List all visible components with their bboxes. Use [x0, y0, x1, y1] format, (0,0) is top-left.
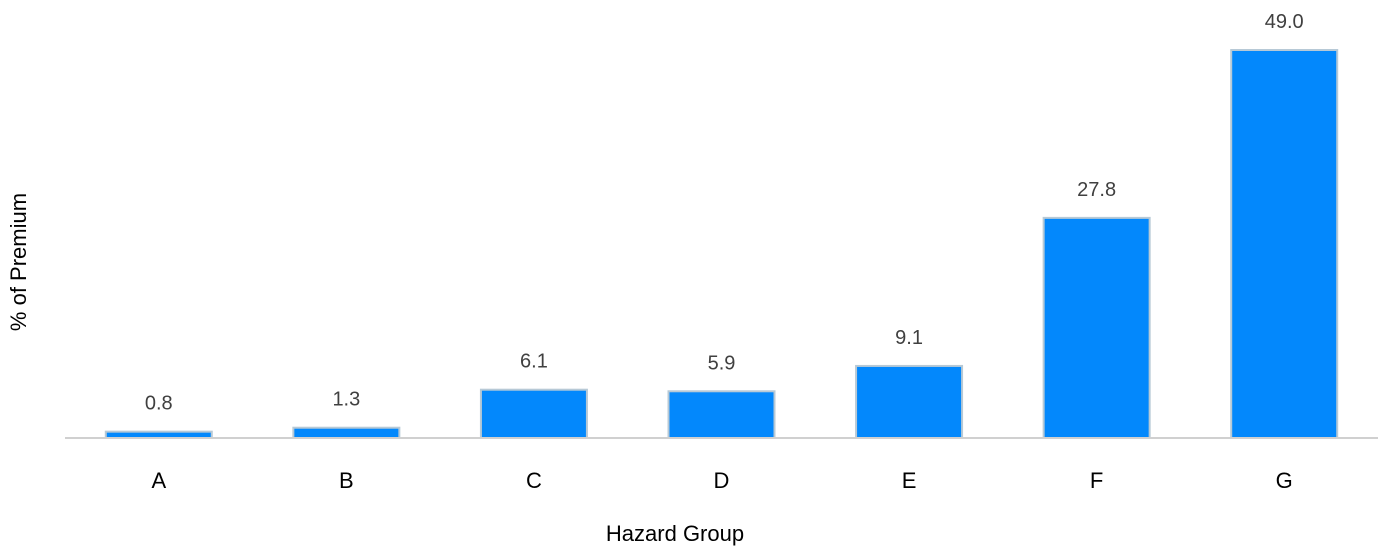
- bar-B: [292, 426, 401, 439]
- bar-F: [1042, 216, 1151, 439]
- x-tick-label-B: B: [339, 468, 354, 493]
- data-label-D: 5.9: [708, 352, 736, 374]
- bar-D: [667, 390, 776, 440]
- x-axis-tick-labels: A B C D E F G: [151, 468, 1292, 493]
- x-tick-label-G: G: [1276, 468, 1293, 493]
- bar-series: [104, 49, 1339, 440]
- bar-G: [1230, 49, 1339, 439]
- data-labels: 0.8 1.3 6.1 5.9 9.1 27.8 49.0: [145, 11, 1304, 415]
- x-tick-label-E: E: [902, 468, 917, 493]
- x-tick-label-C: C: [526, 468, 542, 493]
- data-label-G: 49.0: [1265, 11, 1304, 33]
- data-label-A: 0.8: [145, 393, 173, 415]
- x-tick-label-D: D: [714, 468, 730, 493]
- data-label-B: 1.3: [332, 389, 360, 411]
- x-axis-title: Hazard Group: [606, 521, 744, 546]
- bar-E: [855, 364, 964, 440]
- x-tick-label-F: F: [1090, 468, 1103, 493]
- x-tick-label-A: A: [151, 468, 166, 493]
- data-label-C: 6.1: [520, 351, 548, 373]
- bar-C: [479, 388, 588, 440]
- data-label-F: 27.8: [1077, 179, 1116, 201]
- data-label-E: 9.1: [895, 327, 923, 349]
- y-axis-title: % of Premium: [6, 193, 31, 331]
